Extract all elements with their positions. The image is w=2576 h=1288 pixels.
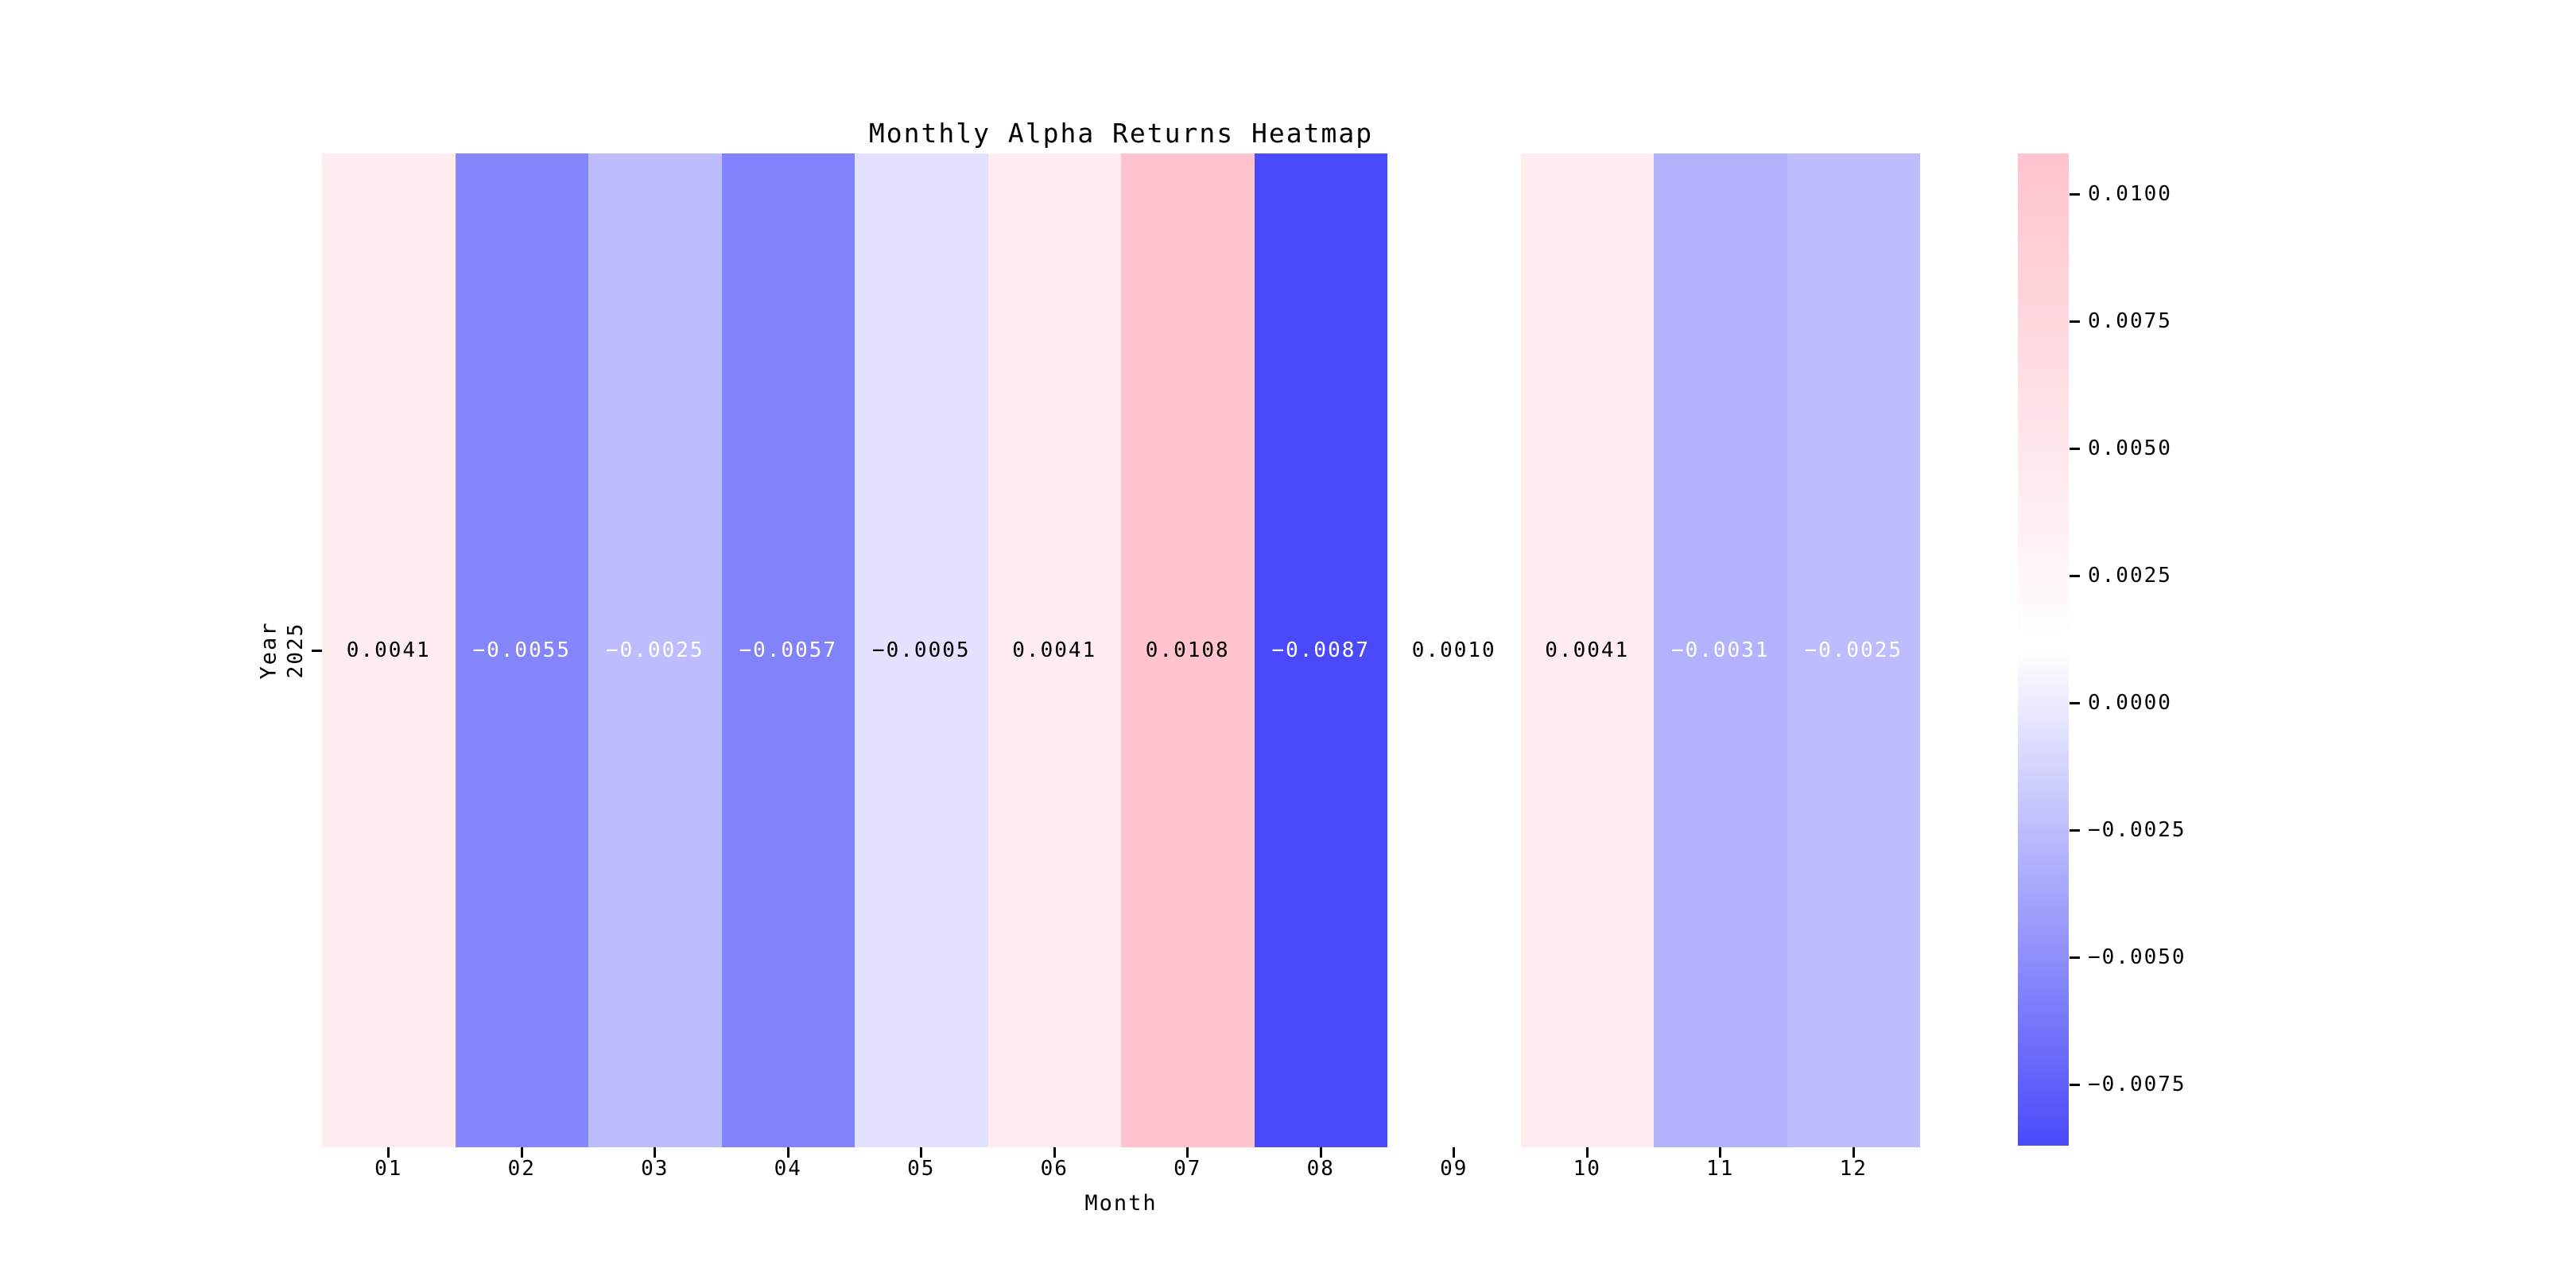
x-tick-mark bbox=[1453, 1147, 1456, 1158]
colorbar-tick-mark bbox=[2070, 1083, 2080, 1086]
cell-value-label: 0.0041 bbox=[346, 638, 431, 662]
heatmap-cell-02: −0.0055 bbox=[455, 153, 588, 1147]
cell-value-label: 0.0041 bbox=[1545, 638, 1630, 662]
cell-value-label: 0.0041 bbox=[1012, 638, 1097, 662]
colorbar-tick-label: 0.0050 bbox=[2088, 436, 2172, 461]
x-tick-label-07: 07 bbox=[1174, 1157, 1202, 1181]
heatmap-cell-04: −0.0057 bbox=[721, 153, 855, 1147]
colorbar-tick-mark bbox=[2070, 701, 2080, 704]
x-tick-mark bbox=[1053, 1147, 1056, 1158]
x-tick-label-04: 04 bbox=[774, 1157, 802, 1181]
heatmap-cell-06: 0.0041 bbox=[987, 153, 1121, 1147]
x-tick-mark bbox=[1585, 1147, 1589, 1158]
colorbar-tick-label: 0.0075 bbox=[2088, 309, 2172, 334]
colorbar-tick-mark bbox=[2070, 574, 2080, 577]
x-tick-label-05: 05 bbox=[907, 1157, 936, 1181]
x-tick-mark bbox=[387, 1147, 390, 1158]
heatmap-cell-12: −0.0025 bbox=[1787, 153, 1920, 1147]
colorbar-tick-label: −0.0075 bbox=[2088, 1073, 2186, 1097]
colorbar-tick-label: 0.0100 bbox=[2088, 182, 2172, 207]
colorbar-tick-mark bbox=[2070, 828, 2080, 832]
x-tick-label-03: 03 bbox=[641, 1157, 669, 1181]
cell-value-label: −0.0087 bbox=[1271, 638, 1371, 662]
y-tick-mark bbox=[312, 650, 322, 652]
colorbar-tick-label: 0.0000 bbox=[2088, 691, 2172, 716]
x-tick-label-06: 06 bbox=[1040, 1157, 1069, 1181]
colorbar-tick-mark bbox=[2070, 956, 2080, 959]
heatmap-cell-09: 0.0010 bbox=[1387, 153, 1521, 1147]
heatmap-cell-03: −0.0025 bbox=[588, 153, 722, 1147]
colorbar-tick-label: 0.0025 bbox=[2088, 564, 2172, 588]
x-axis-label: Month bbox=[1084, 1191, 1158, 1216]
x-tick-mark bbox=[1719, 1147, 1722, 1158]
cell-value-label: 0.0010 bbox=[1411, 638, 1496, 662]
heatmap-grid: 0.0041 −0.0055 −0.0025 −0.0057 −0.0005 0.0041… bbox=[322, 153, 1920, 1147]
heatmap-cell-08: −0.0087 bbox=[1254, 153, 1387, 1147]
x-tick-mark bbox=[920, 1147, 923, 1158]
heatmap-cell-11: −0.0031 bbox=[1654, 153, 1787, 1147]
cell-value-label: −0.0031 bbox=[1670, 638, 1770, 662]
chart-title: Monthly Alpha Returns Heatmap bbox=[868, 118, 1374, 149]
cell-value-label: −0.0005 bbox=[871, 638, 971, 662]
heatmap-cell-10: 0.0041 bbox=[1520, 153, 1654, 1147]
colorbar-tick-mark bbox=[2070, 192, 2080, 196]
x-tick-label-09: 09 bbox=[1440, 1157, 1468, 1181]
cell-value-label: −0.0025 bbox=[605, 638, 704, 662]
heatmap-cell-01: 0.0041 bbox=[322, 153, 456, 1147]
cell-value-label: 0.0108 bbox=[1145, 638, 1230, 662]
cell-value-label: −0.0055 bbox=[472, 638, 572, 662]
x-tick-mark bbox=[1186, 1147, 1189, 1158]
colorbar-tick-label: −0.0025 bbox=[2088, 818, 2186, 843]
cell-value-label: −0.0057 bbox=[739, 638, 838, 662]
x-tick-label-08: 08 bbox=[1306, 1157, 1335, 1181]
x-tick-mark bbox=[520, 1147, 523, 1158]
colorbar-tick-mark bbox=[2070, 320, 2080, 323]
x-tick-mark bbox=[1852, 1147, 1855, 1158]
heatmap-cell-05: −0.0005 bbox=[855, 153, 988, 1147]
x-tick-mark bbox=[786, 1147, 789, 1158]
x-tick-label-01: 01 bbox=[374, 1157, 403, 1181]
x-tick-label-12: 12 bbox=[1839, 1157, 1868, 1181]
x-tick-label-10: 10 bbox=[1573, 1157, 1601, 1181]
cell-value-label: −0.0025 bbox=[1804, 638, 1903, 662]
x-tick-mark bbox=[1319, 1147, 1322, 1158]
colorbar-tick-label: −0.0050 bbox=[2088, 945, 2186, 970]
heatmap-cell-07: 0.0108 bbox=[1121, 153, 1255, 1147]
y-tick-label: 2025 bbox=[284, 622, 308, 679]
x-tick-label-11: 11 bbox=[1706, 1157, 1735, 1181]
colorbar-tick-mark bbox=[2070, 447, 2080, 450]
x-tick-label-02: 02 bbox=[507, 1157, 536, 1181]
y-axis-label: Year bbox=[256, 621, 281, 680]
colorbar-gradient bbox=[2018, 153, 2069, 1146]
x-tick-mark bbox=[654, 1147, 657, 1158]
